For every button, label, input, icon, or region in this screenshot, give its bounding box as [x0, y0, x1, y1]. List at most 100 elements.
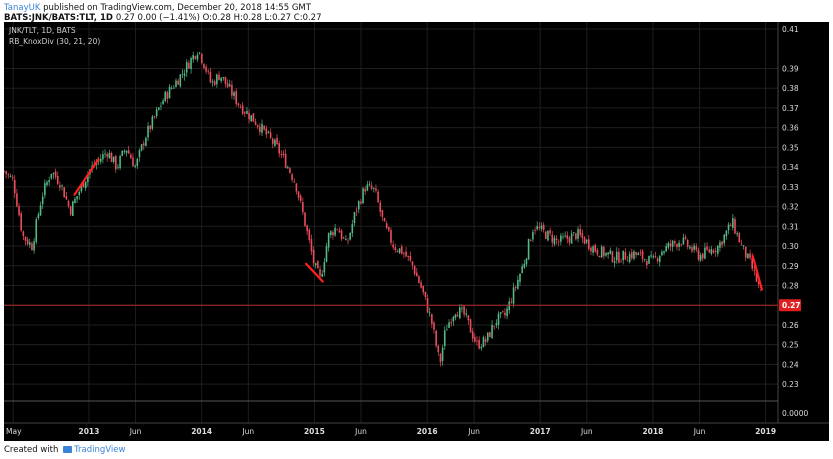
candle-body	[74, 198, 76, 204]
candle-body	[347, 240, 349, 242]
candle-body	[489, 332, 491, 338]
candle-body	[284, 153, 287, 168]
candle-body	[370, 185, 373, 189]
candle-body	[454, 314, 457, 318]
candle-body	[403, 252, 405, 254]
chart-area[interactable]: 0.41 0.39 0.38 0.37 0.36 0.35 0.34 0.33 0.32 0.31…	[4, 22, 829, 441]
candle-body	[18, 206, 20, 216]
candle-body	[345, 239, 347, 240]
candle-body	[583, 237, 586, 244]
candle-body	[334, 227, 336, 236]
candle-body	[383, 218, 386, 222]
candle-body	[192, 55, 194, 60]
candle-body	[119, 156, 121, 169]
divergence-line	[751, 254, 764, 291]
candle-body	[394, 247, 397, 251]
tradingview-logo-icon	[63, 446, 73, 453]
candle-body	[499, 312, 502, 314]
candle-body	[291, 174, 293, 180]
candle-body	[624, 251, 627, 260]
indicator-value-label: 0.0000	[782, 409, 808, 418]
candle-body	[140, 144, 143, 151]
candle-body	[267, 131, 270, 133]
candle-body	[409, 256, 412, 261]
ohlc-values: 0.27 0.00 (−1.41%) O:0.28 H:0.28 L:0.27 …	[115, 13, 322, 23]
candle-body	[747, 253, 749, 259]
candle-body	[54, 171, 57, 178]
candle-body	[542, 224, 545, 231]
candle-body	[321, 273, 323, 277]
candle-body	[641, 250, 644, 260]
candle-body	[244, 112, 246, 114]
candle-body	[493, 325, 495, 327]
candle-body	[188, 62, 190, 69]
candle-body	[269, 132, 272, 138]
candle-body	[69, 206, 72, 215]
candle-body	[306, 225, 308, 232]
candle-body	[529, 240, 532, 242]
y-tick-label: 0.29	[782, 262, 799, 271]
candle-body	[671, 240, 674, 247]
candle-body	[428, 312, 431, 314]
candle-body	[78, 191, 81, 196]
candle-body	[734, 219, 736, 234]
candle-body	[486, 332, 489, 341]
candle-body	[689, 246, 691, 249]
candle-body	[562, 236, 564, 238]
candle-body	[422, 285, 425, 293]
candle-body	[299, 195, 302, 201]
candle-body	[134, 165, 136, 168]
candle-body	[222, 77, 225, 79]
candle-body	[712, 250, 715, 253]
candle-body	[534, 230, 536, 231]
candle-body	[607, 252, 609, 255]
candle-body	[205, 66, 207, 72]
candle-body	[744, 246, 747, 258]
price-chart-svg[interactable]: 0.41 0.39 0.38 0.37 0.36 0.35 0.34 0.33 0.32 0.31…	[4, 22, 829, 441]
candle-body	[669, 243, 672, 247]
author-link[interactable]: TanayUK	[4, 3, 41, 13]
candle-body	[72, 201, 74, 216]
candle-body	[259, 126, 261, 133]
candle-body	[665, 246, 667, 252]
candle-body	[646, 261, 648, 266]
candle-body	[170, 87, 173, 89]
candle-body	[588, 239, 590, 250]
candle-body	[611, 251, 614, 262]
y-tick-label: 0.31	[782, 222, 799, 231]
candle-body	[147, 125, 149, 138]
candle-body	[67, 201, 70, 206]
candle-body	[411, 261, 414, 266]
candle-body	[424, 291, 427, 298]
candle-body	[676, 244, 678, 248]
candle-body	[130, 154, 132, 159]
candle-body	[226, 82, 229, 88]
candle-body	[431, 314, 433, 324]
candle-body	[218, 74, 220, 81]
candle-body	[749, 253, 751, 259]
candle-body	[373, 188, 375, 189]
candle-body	[721, 241, 723, 245]
series-legend-label: JNK/TLT, 1D, BATS	[8, 26, 76, 35]
candle-body	[667, 243, 670, 248]
candle-body	[469, 319, 472, 333]
candle-body	[598, 255, 601, 258]
candle-body	[639, 252, 642, 254]
candle-body	[590, 247, 592, 252]
candle-body	[536, 226, 538, 230]
candle-body	[465, 313, 468, 315]
x-tick-label: 2018	[642, 427, 663, 436]
candle-body	[697, 250, 700, 260]
candle-body	[37, 214, 40, 218]
tradingview-link[interactable]: TradingView	[74, 445, 126, 455]
candle-body	[652, 256, 655, 258]
candle-body	[213, 81, 216, 85]
candle-body	[452, 316, 455, 322]
candle-body	[575, 233, 577, 240]
candle-body	[736, 233, 738, 235]
x-tick-label: Jun	[129, 427, 142, 436]
candle-body	[551, 234, 554, 243]
candle-body	[132, 157, 134, 167]
candle-body	[41, 196, 44, 205]
candle-body	[441, 347, 444, 362]
